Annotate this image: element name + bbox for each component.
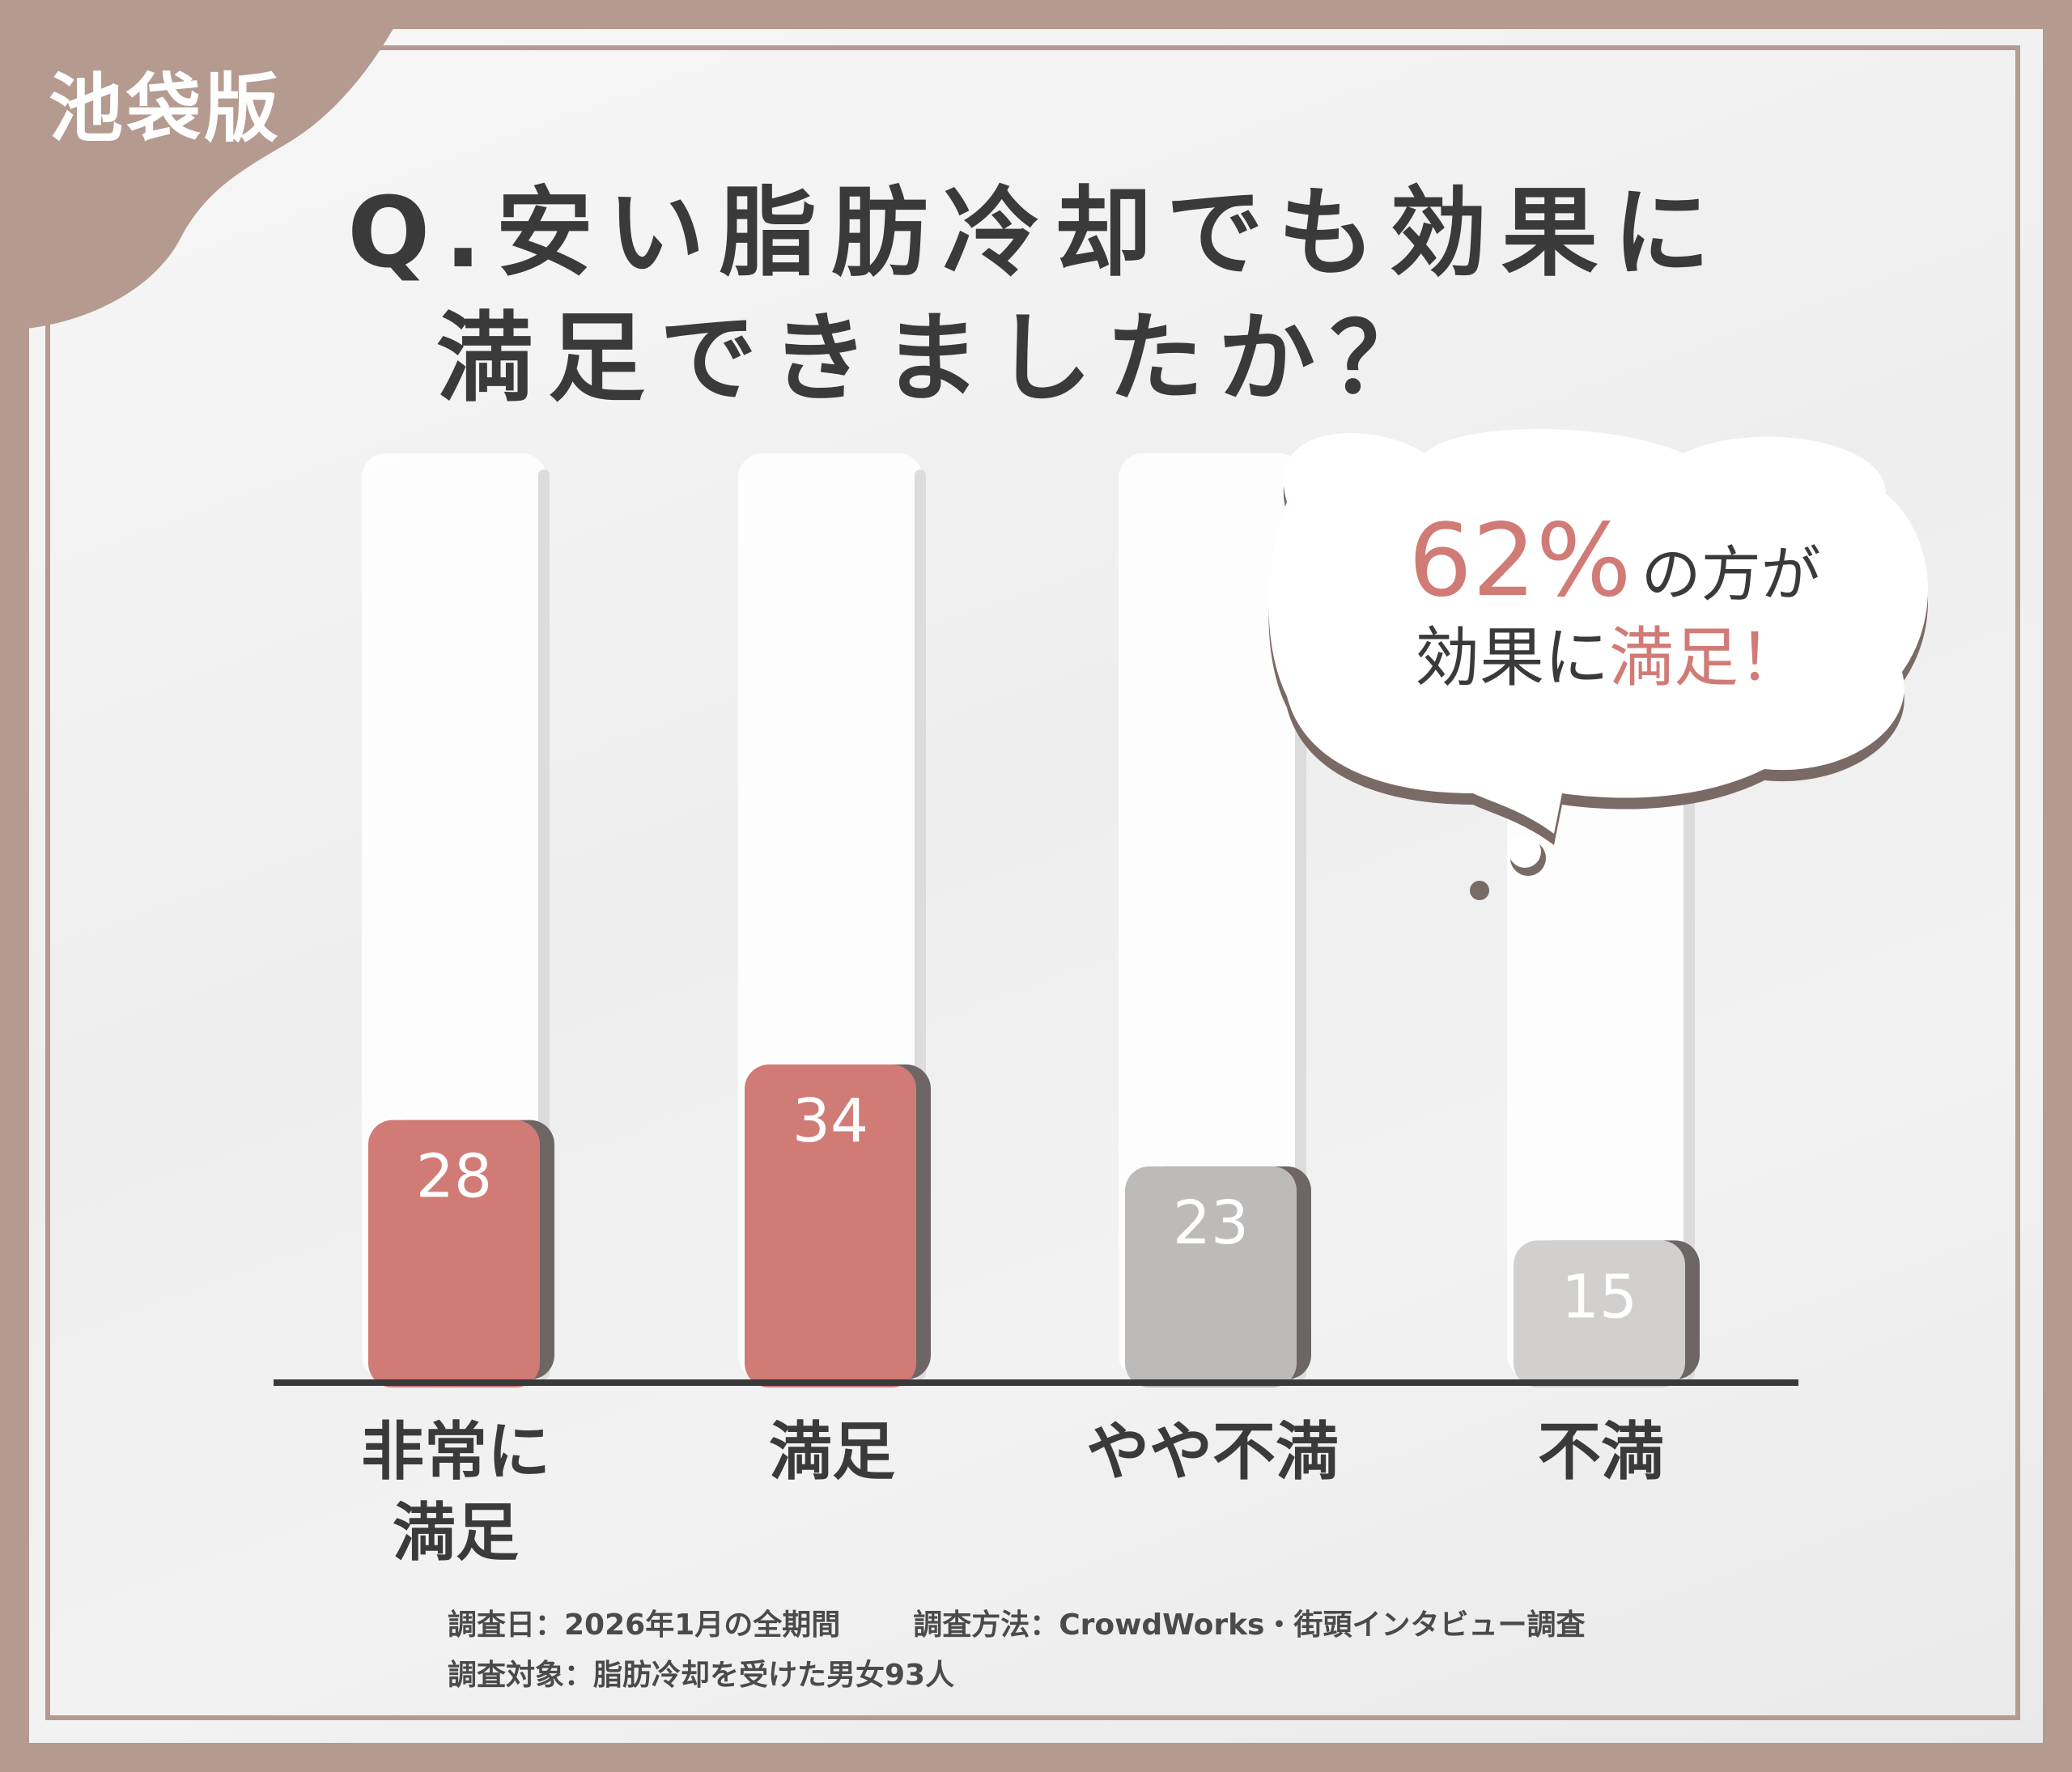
callout-body (1268, 429, 1929, 834)
bar-2 (745, 1064, 916, 1387)
bar-4 (1514, 1240, 1685, 1387)
title-line-1: Q.安い脂肪冷却でも効果に (347, 177, 1725, 290)
badge-label: 池袋版 (49, 66, 282, 152)
callout-line1-suffix: の方が (1641, 540, 1821, 610)
title-line-2: 満足できましたか？ (436, 303, 1441, 415)
category-label-2-line-1: 満足 (769, 1416, 895, 1489)
bar-3 (1125, 1166, 1297, 1387)
callout-percent: 62% (1408, 503, 1632, 619)
survey-date: 調査日：2026年1月の全期間 (448, 1608, 841, 1642)
value-label-1: 28 (416, 1142, 492, 1212)
inner-frame (45, 45, 2020, 1720)
callout-line2-prefix: 効果に (1415, 620, 1609, 695)
callout-drop-1-highlight (1509, 835, 1541, 868)
category-label-1-line-2: 満足 (393, 1497, 519, 1570)
category-label-3-line-1: やや不満 (1086, 1416, 1339, 1489)
callout-line2-highlight: 満足！ (1609, 620, 1803, 695)
category-label-1-line-1: 非常に (361, 1416, 550, 1489)
bar-1 (368, 1120, 540, 1387)
value-label-3: 23 (1173, 1188, 1249, 1258)
callout-bubble: 62% の方が 効果に満足！ (1268, 429, 1929, 900)
category-label-4-line-1: 不満 (1538, 1416, 1664, 1489)
value-label-4: 15 (1561, 1262, 1637, 1332)
bar-track-3 (1119, 453, 1303, 1379)
corner-tab (0, 0, 409, 332)
svg-text:62%の方が: 62% の方が (1408, 503, 1821, 619)
svg-text:効果に満足！: 効果に満足！ (1415, 620, 1803, 695)
survey-meta-line-2: 調査対象：脂肪冷却を受けた男女93人 (448, 1651, 954, 1693)
bars: 28 34 23 15 (368, 1064, 1700, 1387)
value-label-2: 34 (792, 1086, 868, 1156)
callout-drop-2 (1470, 881, 1489, 900)
survey-target: 調査対象：脂肪冷却を受けた男女93人 (448, 1659, 955, 1692)
survey-meta-line-1: 調査日：2026年1月の全期間 調査方法：CrowdWorks・街頭インタビュー調… (448, 1601, 1585, 1643)
survey-method: 調査方法：CrowdWorks・街頭インタビュー調査 (913, 1608, 1586, 1642)
